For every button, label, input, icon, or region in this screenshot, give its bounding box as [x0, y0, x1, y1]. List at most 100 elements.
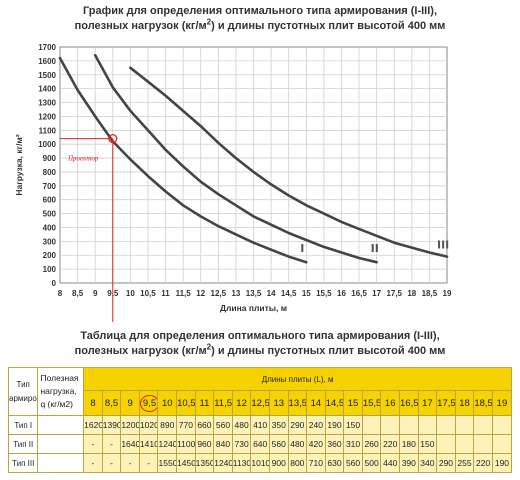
series-label: III [437, 239, 449, 252]
length-cell: 17,5 [436, 390, 456, 416]
table-row: Тип III - - - -1550 1450 1350 1240 1130 1010 900 80… [7, 453, 513, 473]
series-line [58, 56, 308, 264]
table-title-line2: полезных нагрузок (кг/м2) и длины пустот… [0, 342, 520, 359]
x-tick-label: 14 [267, 289, 276, 298]
value-cell: 660 [194, 415, 215, 435]
value-cell: 360 [324, 434, 345, 454]
value-cell: - [138, 453, 159, 473]
series-label: II [371, 242, 379, 255]
y-tick-label: 600 [43, 196, 57, 205]
value-cell: 310 [343, 434, 363, 454]
x-axis-label: Длина плиты, м [220, 303, 287, 313]
load-cell-spacer [37, 453, 85, 473]
y-tick-label: 1500 [38, 71, 56, 80]
value-cell: 560 [213, 415, 233, 435]
length-cell: 18,5 [473, 390, 493, 416]
x-tick-label: 8 [58, 289, 63, 298]
chart-series: I II III [58, 54, 449, 264]
value-cell: 350 [268, 415, 289, 435]
value-cell: 900 [268, 453, 289, 473]
length-cell: 15 [343, 390, 363, 416]
value-cell: 480 [231, 415, 252, 435]
table-row: Тип I 1620 1390 1200 1020 890 770 660 560 480 410 3… [7, 415, 513, 435]
x-tick-label: 8,5 [72, 289, 84, 298]
value-cell: 770 [176, 415, 196, 435]
value-cell: 890 [157, 415, 178, 435]
value-cell: 420 [306, 434, 326, 454]
x-tick-label: 9 [93, 289, 98, 298]
y-tick-label: 100 [43, 265, 57, 274]
y-tick-label: 400 [43, 223, 57, 232]
length-cell: 10,5 [176, 390, 196, 416]
lengths-row: 8 8,5 9 9,5 10 10,5 11 11,5 12 12,5 13 13,5 14 14,5 15… [9, 390, 513, 416]
value-cell [454, 415, 475, 435]
chart-annotation: Проектор [60, 134, 118, 322]
value-cell: 1130 [231, 453, 252, 473]
type-label: Тип I [7, 415, 39, 435]
value-cell: 960 [194, 434, 215, 454]
length-cell: 17 [417, 390, 438, 416]
annotation-circle [108, 134, 118, 144]
x-tick-label: 11 [161, 289, 170, 298]
length-cell: 13,5 [287, 390, 308, 416]
x-tick-label: 16 [337, 289, 346, 298]
x-tick-label: 17 [372, 289, 381, 298]
table-title-line2-start: полезных нагрузок (кг/м [74, 345, 207, 357]
length-cell: 8,5 [101, 390, 122, 416]
x-tick-label: 19 [443, 289, 452, 298]
series-label: I [300, 242, 304, 255]
table-title-line1: Таблица для определения оптимального тип… [80, 330, 440, 342]
value-cell: 1390 [101, 415, 122, 435]
value-cell [473, 415, 493, 435]
value-cell: 290 [287, 415, 308, 435]
value-cell: - [83, 434, 103, 454]
length-cell: 9 [120, 390, 140, 416]
value-cell: 150 [343, 415, 363, 435]
type-label: Тип III [7, 453, 39, 473]
value-cell [436, 415, 456, 435]
value-cell: 240 [306, 415, 326, 435]
value-cell: 1020 [138, 415, 159, 435]
table-title-superscript: 2 [206, 342, 212, 352]
type-label: Тип II [7, 434, 39, 454]
value-cell: 410 [250, 415, 270, 435]
table-row: Тип II - -1640 1410 1240 1100 960 840 730 640 560 4… [7, 434, 513, 454]
length-cell: 12,5 [250, 390, 270, 416]
value-cell [361, 415, 382, 435]
length-cell: 16 [380, 390, 400, 416]
type-header: Тип армирования [7, 367, 39, 416]
length-cell: 11 [194, 390, 215, 416]
load-cell-spacer [37, 434, 85, 454]
value-cell: - [101, 453, 122, 473]
y-tick-label: 200 [43, 251, 57, 260]
value-cell: - [101, 434, 122, 454]
x-tick-label: 15,5 [316, 289, 332, 298]
x-tick-label: 10 [126, 289, 135, 298]
value-cell [380, 415, 400, 435]
length-header: Длины плиты (L), м [83, 367, 512, 391]
chart-title-line2-start: полезных нагрузок (кг/м [74, 20, 207, 32]
value-cell: 730 [231, 434, 252, 454]
y-tick-label: 0 [52, 279, 57, 288]
value-cell: 630 [324, 453, 345, 473]
value-cell [491, 415, 513, 435]
value-cell: 390 [399, 453, 419, 473]
x-tick-label: 11,5 [176, 289, 192, 298]
x-tick-label: 17,5 [386, 289, 402, 298]
length-cell: 16,5 [399, 390, 419, 416]
y-tick-label: 700 [43, 182, 57, 191]
length-cell: 9,5 [138, 390, 159, 416]
y-tick-label: 800 [43, 168, 57, 177]
chart-axes: 8 8,5 9 9,5 10 10,5 11 11,5 12 12,5 13 13,5 14 14,5 15… [14, 43, 452, 313]
value-cell: 190 [491, 453, 513, 473]
value-cell: 1450 [176, 453, 196, 473]
value-cell: 1240 [213, 453, 233, 473]
x-tick-label: 10,5 [140, 289, 156, 298]
length-cell: 12 [231, 390, 252, 416]
value-cell: 1240 [157, 434, 178, 454]
x-tick-label: 14,5 [281, 289, 297, 298]
chart-grid [59, 46, 448, 284]
value-cell: 840 [213, 434, 233, 454]
value-cell: 560 [268, 434, 289, 454]
load-header: Полезная нагрузка, q (кг/м2) [37, 367, 85, 416]
